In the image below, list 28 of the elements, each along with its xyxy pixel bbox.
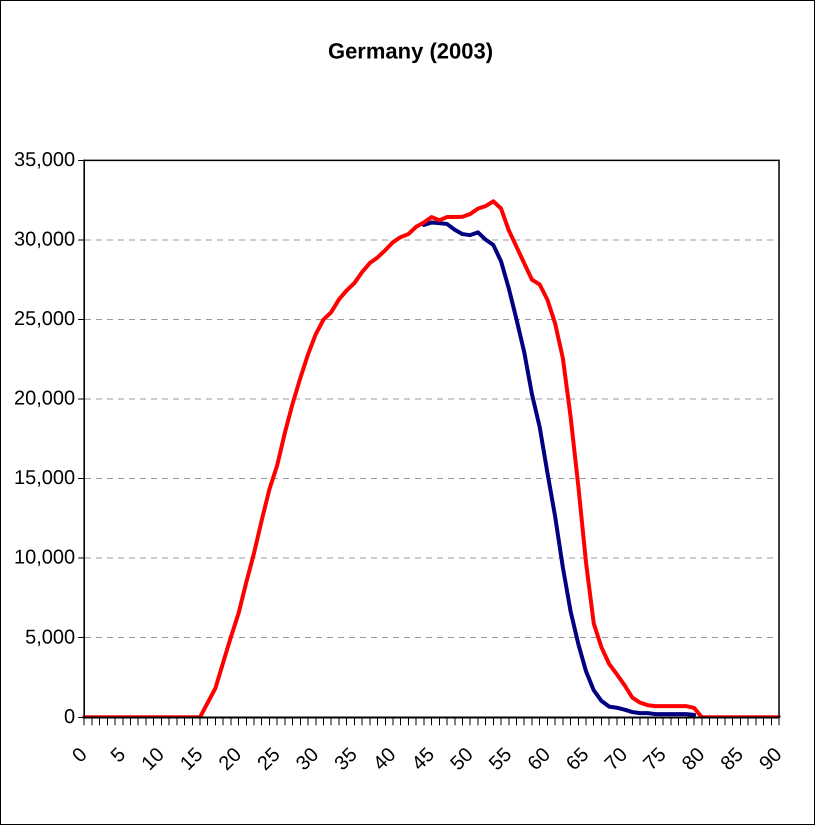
- x-tick-label: 90: [755, 744, 786, 775]
- x-tick-label: 35: [330, 744, 362, 775]
- y-tick-label: 35,000: [14, 148, 76, 171]
- x-tick-label: 65: [562, 744, 594, 775]
- x-tick-label: 80: [678, 744, 710, 775]
- x-tick-label: 15: [176, 744, 208, 775]
- x-tick-label: 10: [138, 744, 169, 775]
- x-tick-label: 45: [408, 744, 440, 775]
- x-tick-label: 25: [253, 744, 285, 775]
- y-tick-label: 15,000: [14, 467, 76, 490]
- y-tick-label: 20,000: [14, 388, 76, 410]
- x-tick-label: 40: [369, 744, 400, 775]
- x-tick-label: 5: [106, 744, 130, 768]
- x-tick-label: 60: [524, 744, 555, 775]
- y-tick-label: 10,000: [14, 546, 76, 569]
- x-tick-label: 50: [446, 744, 478, 775]
- y-tick-label: 25,000: [14, 308, 76, 330]
- x-tick-label: 0: [68, 744, 92, 768]
- chart-title: Germany (2003): [328, 38, 494, 64]
- x-tick-label: 20: [214, 744, 246, 775]
- y-tick-label: 5,000: [25, 626, 76, 648]
- x-tick-label: 75: [639, 744, 671, 775]
- x-tick-label: 70: [600, 744, 632, 775]
- x-tick-label: 85: [716, 744, 748, 775]
- y-tick-label: 0: [64, 706, 76, 728]
- x-tick-label: 30: [292, 744, 324, 775]
- y-tick-label: 30,000: [14, 228, 76, 250]
- x-tick-label: 55: [484, 744, 516, 775]
